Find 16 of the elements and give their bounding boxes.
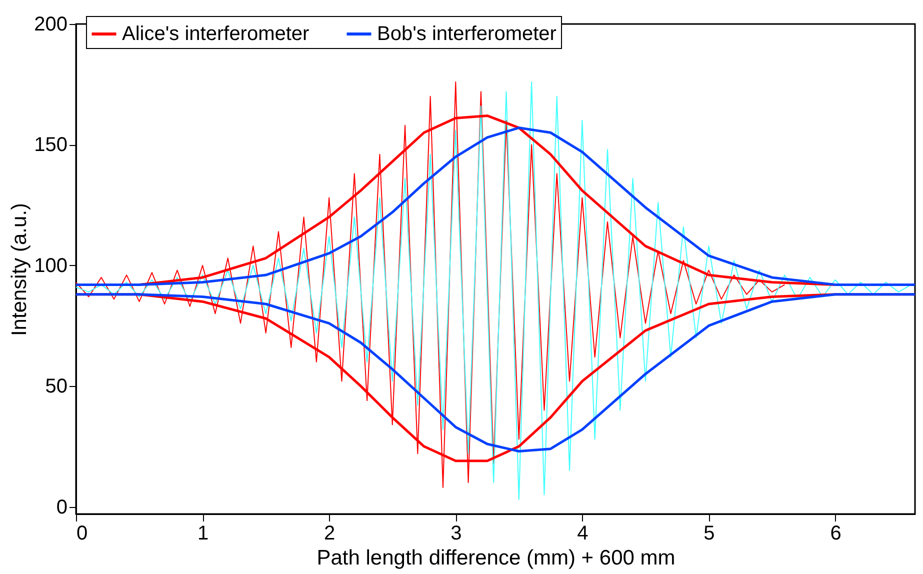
y-axis-title: Intensity (a.u.) bbox=[8, 202, 32, 336]
y-tick-label: 200 bbox=[34, 14, 68, 36]
x-tick-label: 2 bbox=[324, 522, 336, 544]
x-tick-label: 6 bbox=[830, 522, 842, 544]
legend-label: Bob's interferometer bbox=[377, 23, 557, 45]
x-tick-label: 3 bbox=[450, 522, 462, 544]
y-tick-label: 0 bbox=[56, 496, 68, 518]
x-axis-title: Path length difference (mm) + 600 mm bbox=[316, 546, 676, 570]
legend-label: Alice's interferometer bbox=[122, 23, 310, 45]
y-tick-label: 100 bbox=[34, 254, 68, 277]
y-tick-label: 50 bbox=[45, 376, 68, 398]
x-tick-label: 4 bbox=[577, 522, 588, 544]
x-tick-label: 5 bbox=[704, 522, 715, 544]
x-tick-label: 0 bbox=[76, 522, 88, 544]
y-tick-label: 150 bbox=[34, 134, 68, 156]
x-tick-label: 1 bbox=[197, 522, 209, 544]
